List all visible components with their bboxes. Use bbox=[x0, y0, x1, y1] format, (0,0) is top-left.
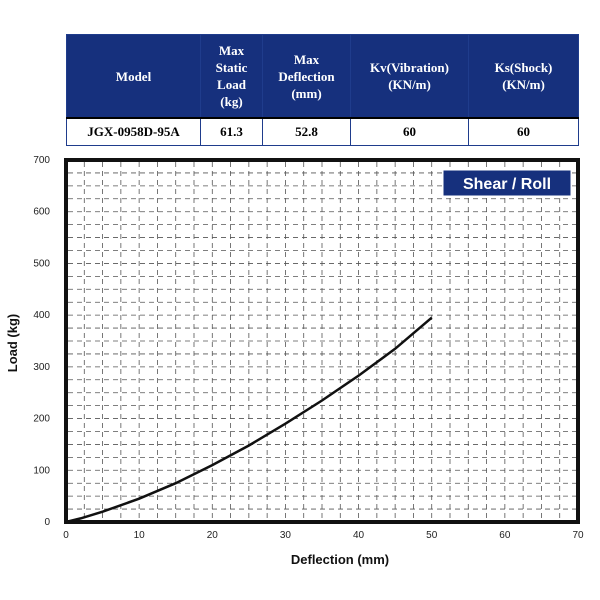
y-tick-label: 200 bbox=[33, 414, 50, 425]
x-tick-label: 0 bbox=[63, 530, 69, 541]
cell-kv: 60 bbox=[350, 117, 469, 146]
x-tick-label: 20 bbox=[207, 530, 219, 541]
header-max-static-load: Max Static Load (kg) bbox=[200, 34, 263, 119]
header-model: Model bbox=[66, 34, 201, 119]
y-tick-label: 600 bbox=[33, 207, 50, 218]
cell-model: JGX-0958D-95A bbox=[66, 117, 201, 146]
title-badge bbox=[442, 169, 572, 197]
cell-max-static-load: 61.3 bbox=[200, 117, 263, 146]
chart-title: Shear / Roll bbox=[463, 176, 551, 193]
spec-table: Model Max Static Load (kg) Max Deflection (mm… bbox=[66, 34, 579, 146]
x-tick-label: 30 bbox=[280, 530, 292, 541]
cell-ks: 60 bbox=[468, 117, 579, 146]
x-tick-label: 50 bbox=[426, 530, 438, 541]
cell-max-deflection: 52.8 bbox=[262, 117, 351, 146]
x-tick-label: 40 bbox=[353, 530, 365, 541]
series-line bbox=[65, 316, 433, 524]
y-tick-label: 0 bbox=[44, 517, 50, 528]
header-kv-vibration: Kv(Vibration) (KN/m) bbox=[350, 34, 469, 119]
x-tick-label: 70 bbox=[572, 530, 584, 541]
y-tick-labels: 0 100 200 300 400 500 600 700 bbox=[33, 155, 50, 528]
y-tick-label: 500 bbox=[33, 258, 50, 269]
x-tick-labels: 0 10 20 30 40 50 60 70 bbox=[63, 530, 584, 541]
y-tick-label: 700 bbox=[33, 155, 50, 166]
table-row: JGX-0958D-95A 61.3 52.8 60 60 bbox=[66, 117, 579, 146]
table-header-row: Model Max Static Load (kg) Max Deflection (mm… bbox=[66, 34, 579, 119]
header-max-deflection: Max Deflection (mm) bbox=[262, 34, 351, 119]
y-tick-label: 100 bbox=[33, 465, 50, 476]
y-tick-label: 400 bbox=[33, 310, 50, 321]
y-axis-title: Load (kg) bbox=[5, 314, 20, 373]
y-tick-label: 300 bbox=[33, 362, 50, 373]
load-deflection-chart: 0 100 200 300 400 500 600 700 0 10 20 30 40 50 60 70 S… bbox=[5, 155, 584, 567]
header-ks-shock: Ks(Shock) (KN/m) bbox=[468, 34, 579, 119]
x-tick-label: 10 bbox=[134, 530, 146, 541]
x-tick-label: 60 bbox=[499, 530, 511, 541]
grid bbox=[68, 162, 576, 520]
x-axis-title: Deflection (mm) bbox=[291, 552, 389, 567]
